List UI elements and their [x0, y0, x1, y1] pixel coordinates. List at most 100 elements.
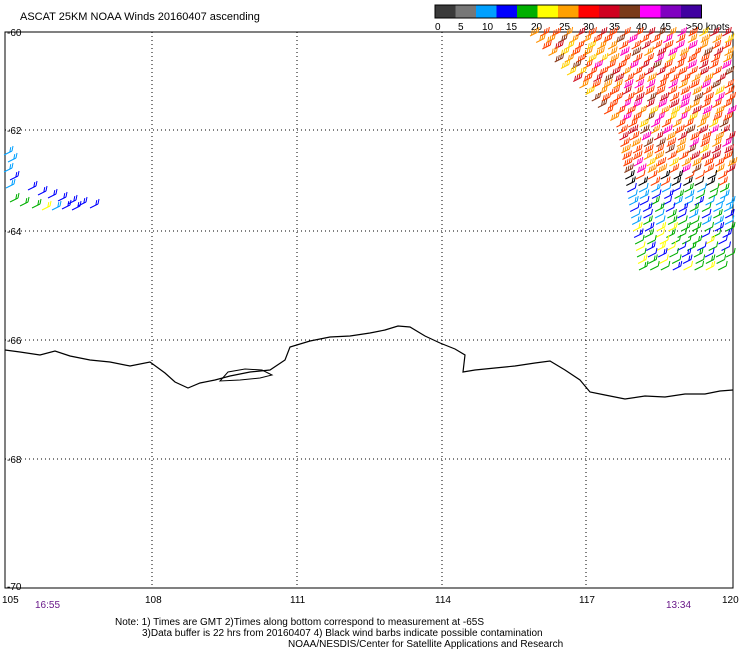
wind-barb [724, 85, 735, 95]
wind-barb [654, 208, 665, 219]
lat-label: -68 [7, 455, 22, 466]
wind-barb [644, 228, 655, 238]
legend-swatch [517, 5, 538, 18]
legend-label: 40 [636, 22, 648, 33]
wind-barb [726, 91, 736, 102]
wind-barb [622, 111, 632, 121]
wind-barb [690, 150, 701, 160]
wind-barb [681, 247, 692, 258]
wind-barb [687, 39, 698, 50]
wind-barb [559, 46, 570, 56]
wind-barb [651, 189, 662, 199]
wind-barb [724, 65, 735, 76]
wind-barb [660, 176, 671, 186]
wind-barb [666, 228, 676, 238]
wind-barb [655, 228, 665, 238]
wind-barb [694, 176, 705, 186]
wind-barb [715, 156, 725, 167]
wind-barb [660, 260, 671, 271]
legend-swatch [660, 5, 681, 18]
wind-barb [622, 150, 632, 160]
wind-barb [647, 247, 658, 258]
wind-barb [695, 169, 705, 180]
wind-barb [670, 72, 680, 82]
wind-barb [690, 78, 700, 89]
wind-barb [724, 78, 735, 89]
wind-barb [705, 260, 716, 271]
wind-barb [700, 228, 711, 238]
wind-barb [666, 130, 677, 141]
wind-barb [681, 91, 691, 102]
wind-barb [659, 254, 669, 264]
map-title: ASCAT 25KM NOAA Winds 20160407 ascending [20, 11, 260, 23]
wind-barb [659, 234, 670, 245]
wind-barb [704, 247, 715, 258]
wind-barb [613, 91, 624, 102]
legend-swatch [619, 5, 640, 18]
wind-barb [593, 72, 603, 82]
wind-barb [603, 33, 613, 43]
wind-barb [713, 202, 723, 212]
wind-barb [630, 208, 641, 219]
wind-barb [585, 85, 596, 95]
wind-barb [645, 26, 656, 37]
lat-label: -70 [7, 582, 22, 593]
legend-label: 25 [559, 22, 571, 33]
wind-barb [628, 33, 638, 43]
wind-barb [721, 241, 732, 251]
wind-barb [632, 150, 643, 160]
wind-barb [597, 98, 608, 108]
legend-swatch [578, 5, 599, 18]
wind-barb [724, 33, 735, 43]
wind-barb [714, 221, 725, 232]
wind-barb [618, 124, 629, 134]
wind-barb [669, 247, 679, 258]
wind-barb [639, 124, 650, 134]
wind-barb [712, 65, 722, 76]
wind-barb [687, 33, 698, 43]
note-line-2: 3)Data buffer is 22 hrs from 20160407 4)… [142, 628, 543, 639]
wind-barb [687, 59, 698, 69]
wind-barb [656, 65, 666, 76]
wind-barb [609, 52, 620, 63]
wind-barb [636, 247, 647, 258]
wind-barb [575, 26, 586, 37]
wind-barb [660, 169, 671, 180]
legend-swatch [681, 5, 702, 18]
wind-barb [656, 241, 667, 251]
wind-barb [677, 130, 688, 141]
wind-barb [653, 130, 664, 141]
wind-barb [635, 72, 646, 82]
wind-barb [709, 26, 720, 37]
wind-barb [722, 137, 732, 147]
wind-barb [31, 198, 42, 209]
wind-barb [709, 182, 720, 193]
wind-barb [663, 39, 674, 50]
legend-label: 5 [458, 22, 464, 33]
time-start-label: 16:55 [35, 600, 60, 611]
wind-barb [641, 39, 652, 50]
wind-barb [546, 33, 556, 43]
wind-barb [632, 111, 642, 121]
wind-barb [7, 152, 18, 163]
wind-barb [662, 124, 673, 134]
wind-barb [647, 169, 658, 180]
wind-barb [615, 104, 626, 115]
wind-barb [623, 156, 633, 167]
wind-barb [671, 176, 682, 186]
legend-swatch [455, 5, 476, 18]
wind-barb [712, 137, 722, 147]
wind-barb [677, 65, 688, 76]
legend-swatch [537, 5, 558, 18]
wind-barb [616, 117, 626, 128]
wind-barb [672, 117, 683, 128]
wind-barb [687, 228, 698, 238]
wind-barb [629, 195, 639, 206]
legend-label: 0 [435, 22, 441, 33]
wind-barb [57, 191, 68, 202]
wind-barb [723, 150, 733, 160]
wind-barb [652, 39, 663, 50]
wind-barb [629, 59, 639, 69]
wind-barb [705, 176, 716, 186]
wind-barb [41, 200, 52, 211]
